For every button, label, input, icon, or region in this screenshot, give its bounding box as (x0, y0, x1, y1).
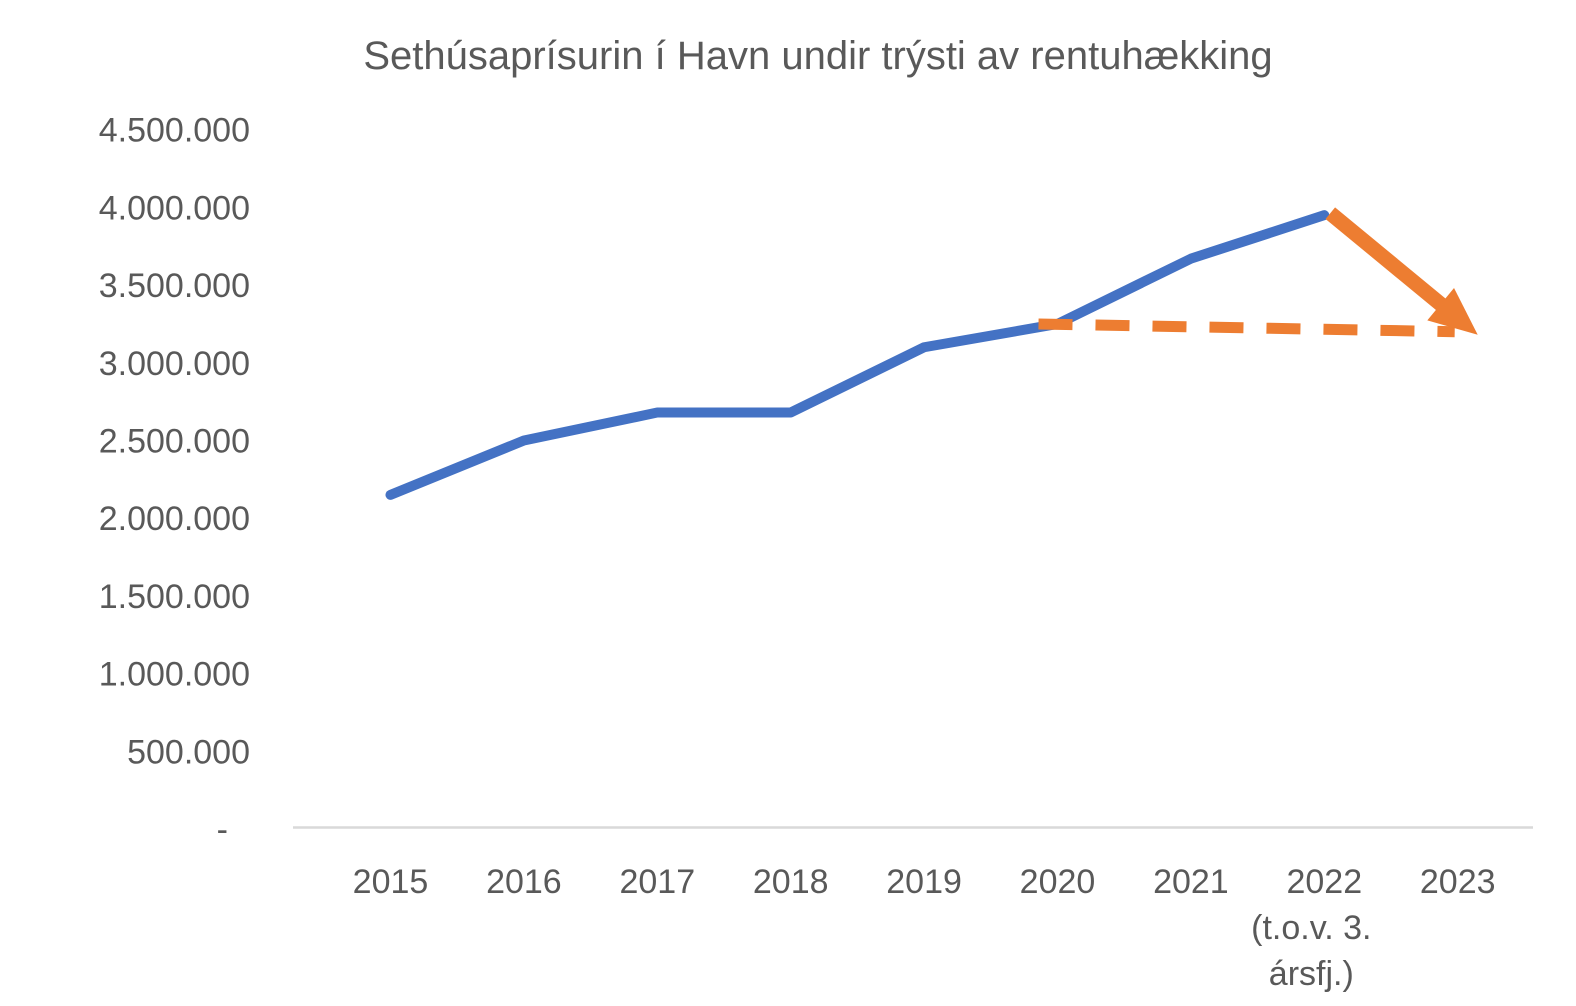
x-tick-label: 2022 (1286, 863, 1362, 901)
y-tick-label: 2.500.000 (99, 423, 250, 461)
y-tick-label: 4.000.000 (99, 189, 250, 227)
y-tick-label: - (217, 811, 228, 849)
y-tick-label: 3.500.000 (99, 267, 250, 305)
y-tick-label: 2.000.000 (99, 500, 250, 538)
x-tick-label: 2021 (1153, 863, 1229, 901)
x-tick-label: 2015 (353, 863, 429, 901)
y-tick-label: 500.000 (127, 733, 250, 771)
y-tick-label: 4.500.000 (99, 112, 250, 150)
x-tick-label: 2020 (1020, 863, 1096, 901)
x-tick-label: 2023 (1420, 863, 1496, 901)
y-tick-label: 3.000.000 (99, 345, 250, 383)
x-tick-label: 2017 (619, 863, 695, 901)
x-tick-label: 2019 (886, 863, 962, 901)
flat-projection-line (1038, 318, 1455, 338)
x-tick-label: 2018 (753, 863, 829, 901)
actual-prices-line (385, 210, 1330, 500)
x-tick-label: 2016 (486, 863, 562, 901)
x-tick-note-line: ársfj.) (1269, 955, 1354, 993)
x-tick-note-line: (t.o.v. 3. (1251, 909, 1371, 947)
y-tick-label: 1.500.000 (99, 578, 250, 616)
chart-title: Sethúsaprísurin í Havn undir trýsti av r… (363, 34, 1273, 78)
decline-arrow-shaft (1325, 207, 1451, 314)
decline-arrow-head (1427, 287, 1478, 335)
y-tick-label: 1.000.000 (99, 656, 250, 694)
